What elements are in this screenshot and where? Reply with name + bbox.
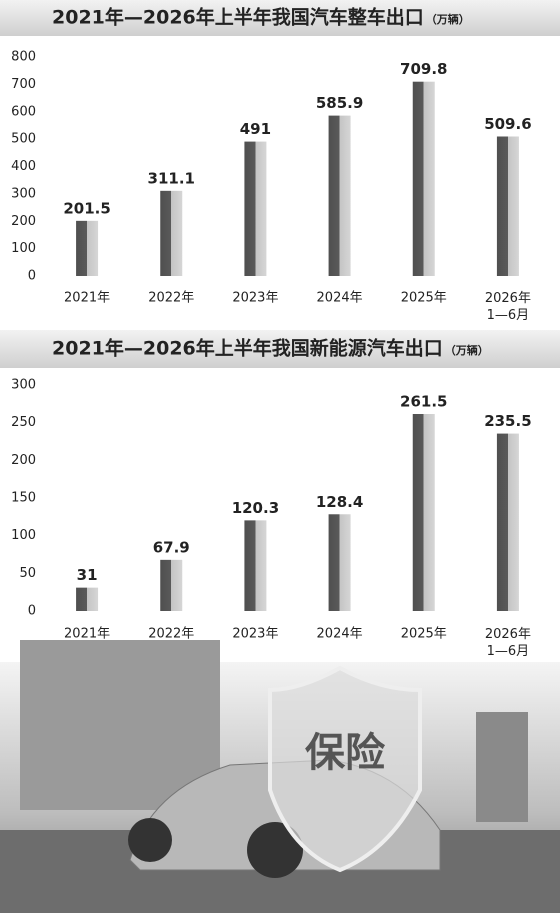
bar <box>244 141 267 276</box>
value-label: 311.1 <box>148 169 195 187</box>
x-tick-label: 2026年 1—6月 <box>485 291 531 323</box>
value-label: 201.5 <box>63 199 110 217</box>
y-tick-label: 150 <box>11 491 36 506</box>
x-tick-label: 2021年 <box>64 291 110 306</box>
y-tick-label: 50 <box>19 566 36 581</box>
bar <box>412 81 435 276</box>
value-label: 709.8 <box>400 60 447 78</box>
y-tick-label: 400 <box>11 159 36 174</box>
value-label: 31 <box>77 566 98 584</box>
wheel <box>128 818 172 862</box>
y-tick-label: 100 <box>11 528 36 543</box>
y-tick-label: 800 <box>11 50 36 65</box>
title-band <box>0 0 560 36</box>
shield-text: 保险 <box>305 730 386 776</box>
y-tick-label: 250 <box>11 415 36 430</box>
x-tick-label: 2024年 <box>317 291 363 306</box>
x-tick-label: 2026年 1—6月 <box>485 627 531 659</box>
title-band <box>0 330 560 368</box>
bar <box>76 587 99 611</box>
y-tick-label: 100 <box>11 241 36 256</box>
value-label: 128.4 <box>316 493 363 511</box>
chart-title: 2021年—2026年上半年我国新能源汽车出口 <box>52 337 443 360</box>
wheel <box>247 822 303 878</box>
value-label: 261.5 <box>400 393 447 411</box>
building <box>20 640 220 810</box>
bar <box>496 136 519 276</box>
y-tick-label: 200 <box>11 214 36 229</box>
x-tick-label: 2022年 <box>148 291 194 306</box>
value-label: 120.3 <box>232 499 279 517</box>
x-tick-label: 2025年 <box>401 627 447 642</box>
value-label: 509.6 <box>484 115 531 133</box>
y-tick-label: 700 <box>11 77 36 92</box>
x-tick-label: 2023年 <box>232 627 278 642</box>
x-tick-label: 2023年 <box>232 291 278 306</box>
x-tick-label: 2022年 <box>148 627 194 642</box>
x-tick-label: 2024年 <box>317 627 363 642</box>
building <box>476 712 528 822</box>
bar <box>76 220 99 276</box>
x-tick-label: 2025年 <box>401 291 447 306</box>
y-tick-label: 600 <box>11 104 36 119</box>
bar <box>328 514 351 611</box>
bar <box>160 559 183 611</box>
bar <box>412 414 435 611</box>
y-tick-label: 200 <box>11 453 36 468</box>
y-tick-label: 0 <box>28 269 36 284</box>
y-tick-label: 300 <box>11 186 36 201</box>
bar <box>496 433 519 611</box>
x-tick-label: 2021年 <box>64 627 110 642</box>
value-label: 491 <box>240 120 271 138</box>
y-tick-label: 500 <box>11 132 36 147</box>
y-tick-label: 300 <box>11 378 36 393</box>
unit-label: （万辆） <box>426 12 470 26</box>
unit-label: （万辆） <box>445 343 489 357</box>
bar <box>244 520 267 611</box>
shield <box>268 665 422 873</box>
y-tick-label: 0 <box>28 604 36 619</box>
photo: 保险 <box>0 640 560 913</box>
value-label: 585.9 <box>316 94 363 112</box>
bar <box>160 190 183 276</box>
bar <box>328 115 351 276</box>
chart-title: 2021年—2026年上半年我国汽车整车出口 <box>52 6 424 29</box>
value-label: 235.5 <box>484 412 531 430</box>
value-label: 67.9 <box>153 538 190 556</box>
